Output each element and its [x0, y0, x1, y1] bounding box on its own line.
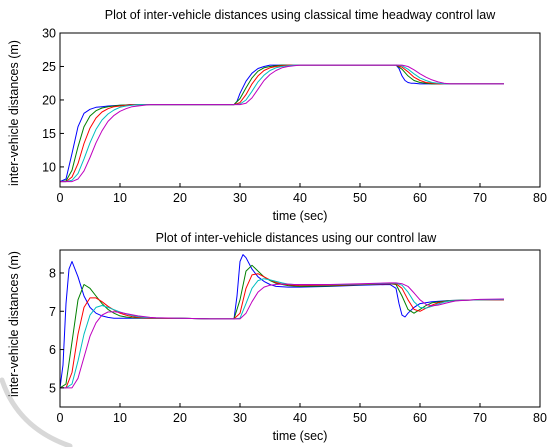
- series-line-5: [60, 64, 504, 183]
- x-axis-label: time (sec): [273, 429, 328, 443]
- watermark-arc: [0, 377, 73, 447]
- series-line-4: [60, 64, 504, 183]
- x-tick-label: 20: [173, 411, 187, 425]
- chart-classical-headway: Plot of inter-vehicle distances using cl…: [7, 8, 547, 223]
- y-tick-label: 7: [49, 305, 56, 319]
- series-line-5: [60, 282, 505, 389]
- y-tick-label: 25: [42, 60, 56, 74]
- series-line-2: [59, 64, 504, 183]
- x-tick-label: 0: [57, 191, 64, 205]
- series-layer: [59, 254, 505, 389]
- x-tick-label: 60: [413, 191, 427, 205]
- x-tick-label: 20: [173, 191, 187, 205]
- x-tick-label: 30: [233, 191, 247, 205]
- y-tick-label: 5: [49, 381, 56, 395]
- chart-title: Plot of inter-vehicle distances using cl…: [105, 8, 496, 22]
- series-line-2: [59, 264, 504, 389]
- x-tick-label: 40: [293, 411, 307, 425]
- x-axis-label: time (sec): [273, 209, 328, 223]
- y-tick-label: 8: [49, 266, 56, 280]
- y-tick-label: 10: [42, 160, 56, 174]
- y-tick-label: 30: [42, 27, 56, 41]
- x-tick-label: 70: [473, 411, 487, 425]
- x-tick-label: 0: [57, 411, 64, 425]
- x-tick-label: 80: [533, 411, 547, 425]
- series-line-4: [60, 278, 505, 389]
- x-tick-label: 60: [413, 411, 427, 425]
- x-tick-label: 40: [293, 191, 307, 205]
- x-tick-label: 10: [113, 411, 127, 425]
- x-tick-label: 30: [233, 411, 247, 425]
- x-tick-label: 80: [533, 191, 547, 205]
- x-tick-label: 50: [353, 411, 367, 425]
- series-line-3: [60, 64, 504, 183]
- y-tick-label: 15: [42, 127, 56, 141]
- series-line-3: [60, 273, 504, 389]
- x-tick-label: 70: [473, 191, 487, 205]
- series-layer: [59, 64, 504, 183]
- y-tick-label: 20: [42, 93, 56, 107]
- series-line-1: [59, 254, 504, 388]
- y-tick-label: 6: [49, 343, 56, 357]
- y-axis-label: inter-vehicle distances (m): [7, 251, 21, 397]
- x-tick-label: 50: [353, 191, 367, 205]
- x-tick-label: 10: [113, 191, 127, 205]
- chart-title: Plot of inter-vehicle distances using ou…: [156, 231, 438, 245]
- y-axis-label: inter-vehicle distances (m): [7, 40, 21, 186]
- tick-layer: 0 10 20 30 40 50 60 70 80 10 15 20 25 30: [42, 27, 547, 206]
- chart-our-control-law: Plot of inter-vehicle distances using ou…: [7, 231, 547, 443]
- series-line-1: [59, 64, 504, 183]
- tick-layer: 0 10 20 30 40 50 60 70 80 5 6 7 8: [49, 266, 547, 425]
- plot-area-frame: [59, 32, 541, 188]
- plot-area-frame: [59, 249, 541, 408]
